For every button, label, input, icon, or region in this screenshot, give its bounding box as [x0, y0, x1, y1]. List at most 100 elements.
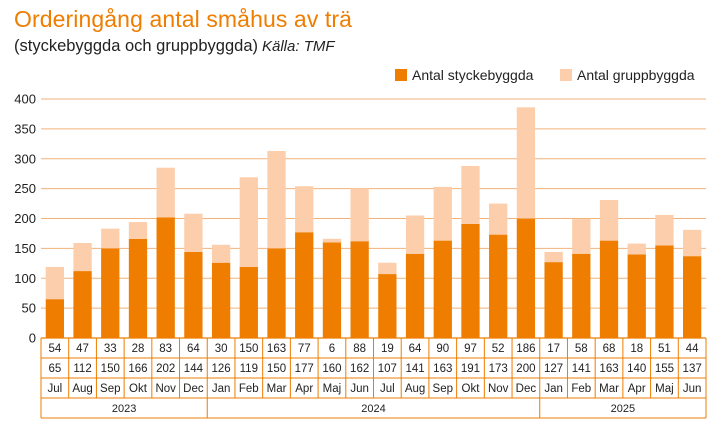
bar-gruppbyggda-13: [405, 215, 425, 254]
bar-styckebyggda-18: [544, 262, 563, 338]
bar-gruppbyggda-9: [295, 186, 314, 233]
table-value-styckebyggda: 166: [128, 363, 147, 375]
table-month-label: Jun: [350, 383, 369, 395]
table-value-gruppbyggda: 64: [409, 343, 422, 355]
table-value-gruppbyggda: 68: [603, 343, 616, 355]
bar-styckebyggda-3: [128, 238, 148, 338]
chart-subtitle: (styckebyggda och gruppbyggda) Källa: TMF: [14, 37, 335, 56]
bar-gruppbyggda-21: [627, 243, 646, 255]
bar-styckebyggda-14: [433, 240, 452, 338]
table-value-styckebyggda: 137: [683, 363, 702, 375]
table-month-label: Okt: [462, 383, 481, 395]
bar-styckebyggda-12: [378, 274, 397, 338]
table-month-label: Aug: [405, 383, 425, 395]
table-month-label: Feb: [239, 383, 259, 395]
table-value-styckebyggda: 155: [655, 363, 674, 375]
table-month-label: Jul: [380, 383, 395, 395]
table-month-label: Maj: [655, 383, 674, 395]
bar-gruppbyggda-18: [544, 251, 563, 263]
y-tick-label: 50: [22, 301, 36, 316]
bar-styckebyggda-4: [156, 217, 175, 338]
table-value-styckebyggda: 65: [48, 363, 61, 375]
y-tick-label: 0: [29, 331, 36, 346]
bar-gruppbyggda-14: [433, 186, 452, 241]
table-value-styckebyggda: 119: [240, 363, 258, 375]
legend-swatch-styckebyggda: [395, 69, 407, 81]
bar-gruppbyggda-3: [128, 222, 148, 239]
table-value-gruppbyggda: 52: [492, 343, 505, 355]
table-value-gruppbyggda: 47: [76, 343, 89, 355]
table-value-styckebyggda: 202: [156, 363, 175, 375]
table-value-gruppbyggda: 150: [239, 343, 258, 355]
table-value-gruppbyggda: 6: [329, 343, 335, 355]
bar-styckebyggda-21: [627, 254, 646, 338]
bar-styckebyggda-16: [489, 234, 508, 338]
table-value-gruppbyggda: 88: [353, 343, 366, 355]
table-month-label: Jan: [544, 383, 563, 395]
table-value-gruppbyggda: 18: [630, 343, 643, 355]
y-tick-label: 150: [14, 241, 36, 256]
table-value-gruppbyggda: 17: [547, 343, 560, 355]
table-month-label: Nov: [155, 383, 176, 395]
table-value-styckebyggda: 141: [572, 363, 591, 375]
table-month-label: Jul: [48, 383, 63, 395]
legend-label-styckebyggda: Antal styckebyggda: [412, 67, 534, 83]
bar-styckebyggda-20: [599, 240, 619, 338]
bar-styckebyggda-15: [461, 223, 480, 338]
bar-styckebyggda-13: [405, 253, 425, 338]
bar-gruppbyggda-20: [599, 199, 619, 241]
table-month-label: Mar: [267, 383, 287, 395]
bar-styckebyggda-11: [350, 241, 369, 338]
bar-gruppbyggda-5: [184, 213, 203, 252]
bar-gruppbyggda-16: [489, 203, 508, 235]
table-value-styckebyggda: 107: [378, 363, 397, 375]
bar-styckebyggda-17: [516, 218, 536, 338]
bar-styckebyggda-22: [655, 245, 674, 338]
table-value-gruppbyggda: 19: [381, 343, 394, 355]
y-tick-label: 200: [14, 211, 36, 226]
table-month-label: Sep: [433, 383, 453, 395]
table-month-label: Feb: [571, 383, 591, 395]
table-month-label: Jun: [683, 383, 702, 395]
bar-gruppbyggda-0: [45, 266, 64, 300]
bar-styckebyggda-0: [45, 299, 64, 338]
table-month-label: Sep: [100, 383, 120, 395]
bar-styckebyggda-19: [572, 253, 591, 338]
subtitle-text: (styckebyggda och gruppbyggda): [14, 37, 258, 55]
table-value-styckebyggda: 173: [489, 363, 508, 375]
table-value-styckebyggda: 144: [184, 363, 204, 375]
table-value-gruppbyggda: 51: [658, 343, 671, 355]
bar-gruppbyggda-12: [378, 262, 397, 275]
table-value-gruppbyggda: 163: [267, 343, 286, 355]
table-value-styckebyggda: 163: [599, 363, 618, 375]
y-tick-label: 300: [14, 151, 36, 166]
bar-styckebyggda-23: [683, 256, 702, 338]
table-month-label: Jan: [212, 383, 231, 395]
table-value-styckebyggda: 162: [350, 363, 369, 375]
table-value-styckebyggda: 140: [627, 363, 646, 375]
chart-title: Orderingång antal småhus av trä: [14, 6, 353, 32]
table-year-label: 2023: [112, 403, 136, 415]
bar-styckebyggda-9: [295, 232, 314, 338]
table-value-styckebyggda: 160: [322, 363, 341, 375]
y-tick-label: 400: [14, 92, 36, 107]
bar-styckebyggda-7: [239, 266, 258, 338]
table-value-styckebyggda: 141: [405, 363, 424, 375]
table-value-gruppbyggda: 28: [132, 343, 145, 355]
bar-gruppbyggda-23: [683, 229, 702, 257]
table-value-gruppbyggda: 33: [104, 343, 117, 355]
table-value-styckebyggda: 163: [433, 363, 452, 375]
table-year-label: 2025: [611, 403, 635, 415]
bar-styckebyggda-8: [267, 248, 286, 338]
bar-gruppbyggda-4: [156, 167, 175, 218]
table-value-gruppbyggda: 30: [215, 343, 228, 355]
table-value-gruppbyggda: 77: [298, 343, 311, 355]
bar-gruppbyggda-7: [239, 177, 258, 267]
bar-styckebyggda-5: [184, 251, 203, 338]
bar-gruppbyggda-6: [211, 244, 231, 263]
bar-gruppbyggda-2: [101, 228, 120, 249]
table-value-gruppbyggda: 83: [159, 343, 172, 355]
table-value-styckebyggda: 150: [267, 363, 286, 375]
table-month-label: Okt: [129, 383, 148, 395]
